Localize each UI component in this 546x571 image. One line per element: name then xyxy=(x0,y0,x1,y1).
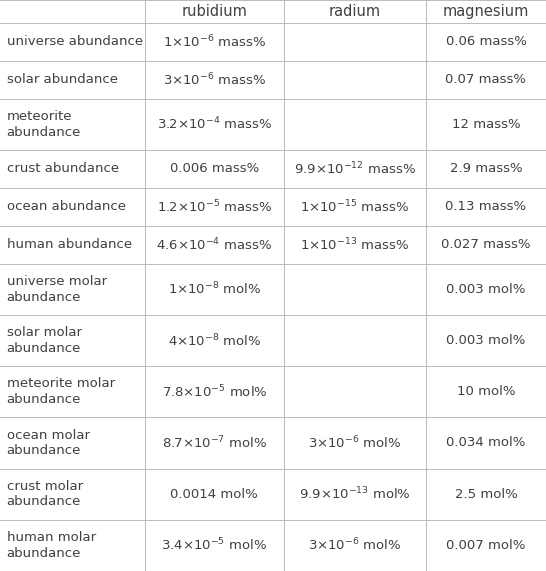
Text: 2.5 mol%: 2.5 mol% xyxy=(455,488,517,501)
Text: 0.07 mass%: 0.07 mass% xyxy=(446,73,526,86)
Text: ocean molar
abundance: ocean molar abundance xyxy=(7,429,90,457)
Text: human molar
abundance: human molar abundance xyxy=(7,531,96,560)
Text: $9.9{\times}10^{-13}$ mol%: $9.9{\times}10^{-13}$ mol% xyxy=(299,486,411,502)
Text: rubidium: rubidium xyxy=(181,4,247,19)
Text: $8.7{\times}10^{-7}$ mol%: $8.7{\times}10^{-7}$ mol% xyxy=(162,435,267,451)
Text: $3{\times}10^{-6}$ mass%: $3{\times}10^{-6}$ mass% xyxy=(163,71,266,88)
Text: $1{\times}10^{-15}$ mass%: $1{\times}10^{-15}$ mass% xyxy=(300,199,410,215)
Text: 12 mass%: 12 mass% xyxy=(452,118,520,131)
Text: 0.13 mass%: 0.13 mass% xyxy=(446,200,526,214)
Text: human abundance: human abundance xyxy=(7,238,132,251)
Text: radium: radium xyxy=(329,4,381,19)
Text: crust molar
abundance: crust molar abundance xyxy=(7,480,82,508)
Text: 2.9 mass%: 2.9 mass% xyxy=(449,162,523,175)
Text: 0.027 mass%: 0.027 mass% xyxy=(441,238,531,251)
Text: $3{\times}10^{-6}$ mol%: $3{\times}10^{-6}$ mol% xyxy=(308,537,401,554)
Text: magnesium: magnesium xyxy=(443,4,529,19)
Text: meteorite molar
abundance: meteorite molar abundance xyxy=(7,377,115,406)
Text: meteorite
abundance: meteorite abundance xyxy=(7,110,81,139)
Text: $1{\times}10^{-8}$ mol%: $1{\times}10^{-8}$ mol% xyxy=(168,281,261,297)
Text: $3.4{\times}10^{-5}$ mol%: $3.4{\times}10^{-5}$ mol% xyxy=(161,537,268,554)
Text: universe abundance: universe abundance xyxy=(7,35,143,48)
Text: 0.003 mol%: 0.003 mol% xyxy=(446,283,526,296)
Text: crust abundance: crust abundance xyxy=(7,162,118,175)
Text: 10 mol%: 10 mol% xyxy=(456,385,515,398)
Text: $1{\times}10^{-6}$ mass%: $1{\times}10^{-6}$ mass% xyxy=(163,34,266,50)
Text: $4.6{\times}10^{-4}$ mass%: $4.6{\times}10^{-4}$ mass% xyxy=(156,236,272,253)
Text: 0.034 mol%: 0.034 mol% xyxy=(446,436,526,449)
Text: $3.2{\times}10^{-4}$ mass%: $3.2{\times}10^{-4}$ mass% xyxy=(157,116,272,132)
Text: $1{\times}10^{-13}$ mass%: $1{\times}10^{-13}$ mass% xyxy=(300,236,410,253)
Text: solar abundance: solar abundance xyxy=(7,73,117,86)
Text: $9.9{\times}10^{-12}$ mass%: $9.9{\times}10^{-12}$ mass% xyxy=(294,160,416,177)
Text: solar molar
abundance: solar molar abundance xyxy=(7,326,81,355)
Text: $7.8{\times}10^{-5}$ mol%: $7.8{\times}10^{-5}$ mol% xyxy=(162,384,267,400)
Text: 0.06 mass%: 0.06 mass% xyxy=(446,35,526,48)
Text: 0.007 mol%: 0.007 mol% xyxy=(446,539,526,552)
Text: universe molar
abundance: universe molar abundance xyxy=(7,275,106,304)
Text: $1.2{\times}10^{-5}$ mass%: $1.2{\times}10^{-5}$ mass% xyxy=(157,199,272,215)
Text: 0.003 mol%: 0.003 mol% xyxy=(446,334,526,347)
Text: ocean abundance: ocean abundance xyxy=(7,200,126,214)
Text: $4{\times}10^{-8}$ mol%: $4{\times}10^{-8}$ mol% xyxy=(168,332,261,349)
Text: 0.0014 mol%: 0.0014 mol% xyxy=(170,488,258,501)
Text: 0.006 mass%: 0.006 mass% xyxy=(170,162,259,175)
Text: $3{\times}10^{-6}$ mol%: $3{\times}10^{-6}$ mol% xyxy=(308,435,401,451)
